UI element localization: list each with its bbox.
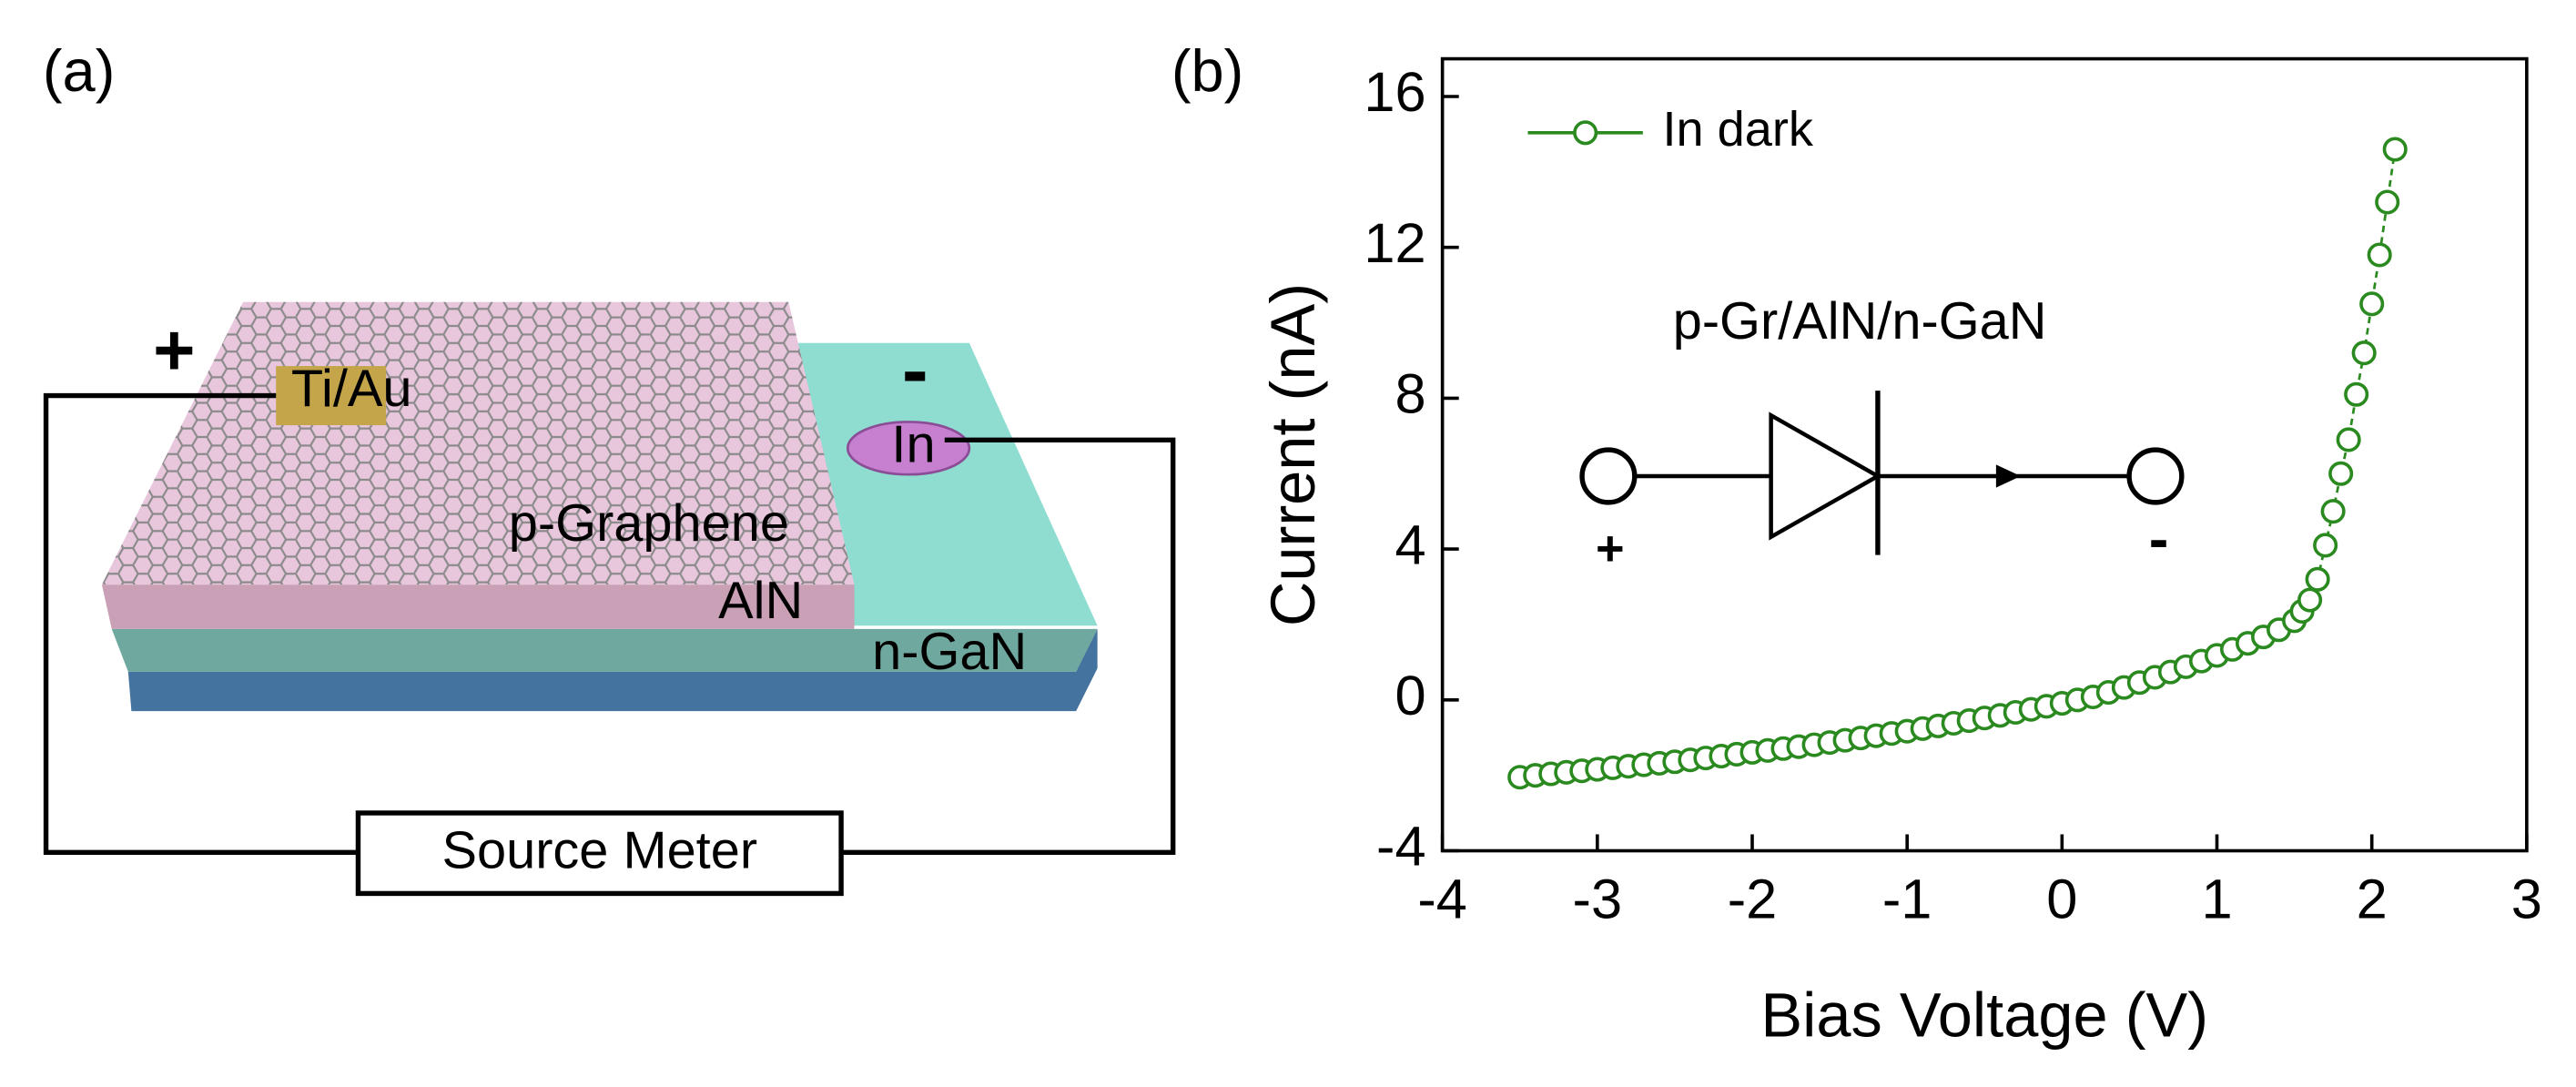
iv-chart: (b) Bias Voltage (V) Current (nA) p-Gr/A… (1171, 37, 2542, 1051)
wire (841, 437, 1176, 856)
data-point (2313, 533, 2338, 558)
in-contact (846, 421, 971, 476)
data-point (2320, 499, 2346, 524)
legend-label: In dark (1663, 102, 1814, 157)
wire (43, 392, 359, 856)
substrate (127, 628, 1098, 712)
layer-label: AlN (718, 572, 803, 630)
y-tick-label: 16 (1364, 61, 1425, 124)
data-point (2336, 427, 2361, 452)
x-tick-label: 3 (2511, 868, 2542, 930)
layer-label: n-GaN (872, 623, 1027, 681)
contact-label: In (891, 416, 935, 474)
aln-front (101, 584, 855, 629)
ti-au-contact (276, 366, 387, 426)
data-point (2375, 189, 2400, 215)
data-point (2305, 566, 2330, 592)
y-tick-label: 4 (1394, 513, 1425, 576)
terminal (1579, 447, 1638, 505)
instrument-label: Source Meter (441, 821, 757, 879)
diode-symbol (1769, 411, 1882, 541)
y-axis-label: Current (nA) (1258, 283, 1328, 626)
data-point (2328, 461, 2354, 486)
anode-label: + (1596, 521, 1625, 575)
legend-marker (1573, 120, 1598, 146)
x-tick-label: 2 (2357, 868, 2388, 930)
plot-frame (1440, 56, 2529, 853)
data-point (2382, 137, 2408, 162)
data-point (2359, 291, 2385, 317)
diode-inset: p-Gr/AlN/n-GaN + - (1579, 292, 2185, 575)
y-tick-label: -4 (1376, 816, 1426, 879)
device-diagram: (a) + - Ti/Au In p-Graphene AlN n-GaN So… (43, 37, 1176, 897)
gan-front (111, 628, 1098, 672)
data-point (2297, 587, 2323, 613)
y-tick-label: 0 (1394, 665, 1425, 727)
series-line (1519, 148, 2397, 779)
x-tick-label: -3 (1573, 868, 1623, 930)
data-point (2351, 340, 2377, 366)
minus-label: - (902, 327, 928, 414)
gan-top (788, 342, 1098, 626)
layer-label: p-Graphene (509, 494, 789, 553)
x-tick-label: -1 (1882, 868, 1932, 930)
inset-title: p-Gr/AlN/n-GaN (1673, 292, 2047, 350)
x-tick-label: 0 (2046, 868, 2077, 930)
x-axis-label: Bias Voltage (V) (1760, 980, 2208, 1051)
terminal (2126, 447, 2185, 505)
plus-label: + (153, 310, 195, 391)
source-meter-box (355, 810, 844, 897)
contact-label: Ti/Au (291, 360, 412, 418)
x-tick-label: 1 (2201, 868, 2232, 930)
y-tick-label: 12 (1364, 212, 1425, 275)
x-tick-label: -4 (1417, 868, 1467, 930)
cathode-label: - (2149, 505, 2169, 572)
panel-label: (b) (1171, 37, 1243, 104)
data-point (2344, 381, 2369, 407)
y-tick-label: 8 (1394, 363, 1425, 426)
current-arrow (1995, 464, 2021, 488)
data-point (2367, 242, 2392, 268)
x-tick-label: -2 (1728, 868, 1778, 930)
panel-label: (a) (43, 37, 115, 104)
